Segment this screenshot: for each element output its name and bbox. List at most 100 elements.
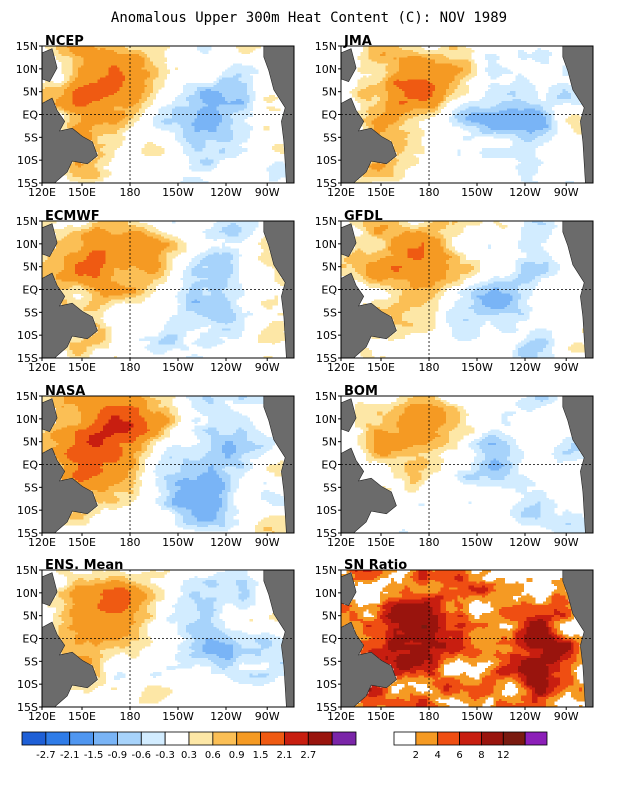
field-cell [205,116,209,119]
field-cell [66,96,71,100]
field-cell [166,128,170,131]
field-cell [97,100,101,104]
field-cell [174,136,179,139]
field-cell [89,73,93,76]
field-cell [147,71,151,74]
field-cell [125,83,129,86]
field-cell [78,173,82,176]
field-cell [66,89,71,92]
field-cell [227,96,231,100]
field-cell [69,89,73,92]
field-cell [147,77,151,80]
field-cell [66,77,71,80]
field-cell [111,139,115,143]
field-cell [155,46,159,49]
field-cell [108,124,112,127]
field-cell [97,69,101,72]
field-cell [249,47,253,51]
field-cell [116,87,120,90]
field-cell [213,155,217,158]
field-cell [141,69,145,72]
field-cell [111,79,115,82]
field-cell [155,73,159,76]
field-cell [78,73,82,76]
field-cell [105,118,109,121]
field-cell [108,53,112,57]
field-cell [97,83,101,86]
field-cell [197,89,201,92]
field-cell [210,149,215,153]
field-cell [83,112,87,115]
field-cell [80,124,84,127]
field-cell [183,130,187,133]
field-cell [368,46,372,49]
field-cell [186,141,190,145]
field-cell [130,114,134,117]
field-cell [89,63,93,66]
field-cell [202,124,206,127]
field-cell [105,61,109,65]
field-cell [97,47,101,51]
field-cell [125,98,129,102]
field-cell [222,91,226,94]
field-cell [72,53,76,57]
field-cell [158,87,162,90]
field-cell [493,77,497,80]
field-cell [191,147,195,151]
field-cell [208,92,212,96]
field-cell [47,91,51,94]
field-cell [102,124,107,127]
field-cell [97,94,101,98]
field-cell [114,139,118,143]
field-cell [55,57,60,61]
field-cell [249,128,253,131]
field-cell [197,169,201,172]
field-cell [216,147,220,151]
field-cell [108,55,112,59]
field-cell [205,87,209,90]
field-cell [72,79,76,82]
field-cell [197,128,201,131]
field-cell [241,126,245,129]
field-cell [91,53,96,57]
field-cell [78,55,82,59]
field-cell [80,175,84,178]
field-cell [415,49,419,53]
field-cell [426,49,431,53]
field-cell [150,145,154,149]
field-cell [91,96,96,100]
field-cell [50,81,54,84]
field-cell [102,108,107,111]
field-cell [105,116,109,119]
field-cell [108,141,112,145]
field-cell [213,98,217,102]
field-cell [410,46,414,49]
field-cell [97,147,101,151]
field-cell [78,47,82,51]
field-cell [244,83,248,86]
field-cell [371,46,375,49]
field-cell [246,94,251,98]
field-cell [222,85,226,88]
field-cell [235,143,240,147]
field-cell [111,137,115,141]
field-cell [235,89,240,92]
field-cell [69,124,73,127]
field-cell [363,46,367,49]
field-cell [114,116,118,119]
field-cell [191,139,195,143]
field-cell [210,165,215,168]
field-cell [69,126,73,129]
field-cell [219,145,223,149]
field-cell [125,128,129,131]
field-cell [114,143,118,147]
field-cell [172,126,176,129]
field-cell [144,79,148,82]
field-cell [89,120,93,123]
field-cell [69,112,73,115]
field-cell [130,71,134,74]
field-cell [161,124,165,127]
field-cell [158,59,162,63]
field-cell [89,102,93,106]
field-cell [155,47,159,51]
